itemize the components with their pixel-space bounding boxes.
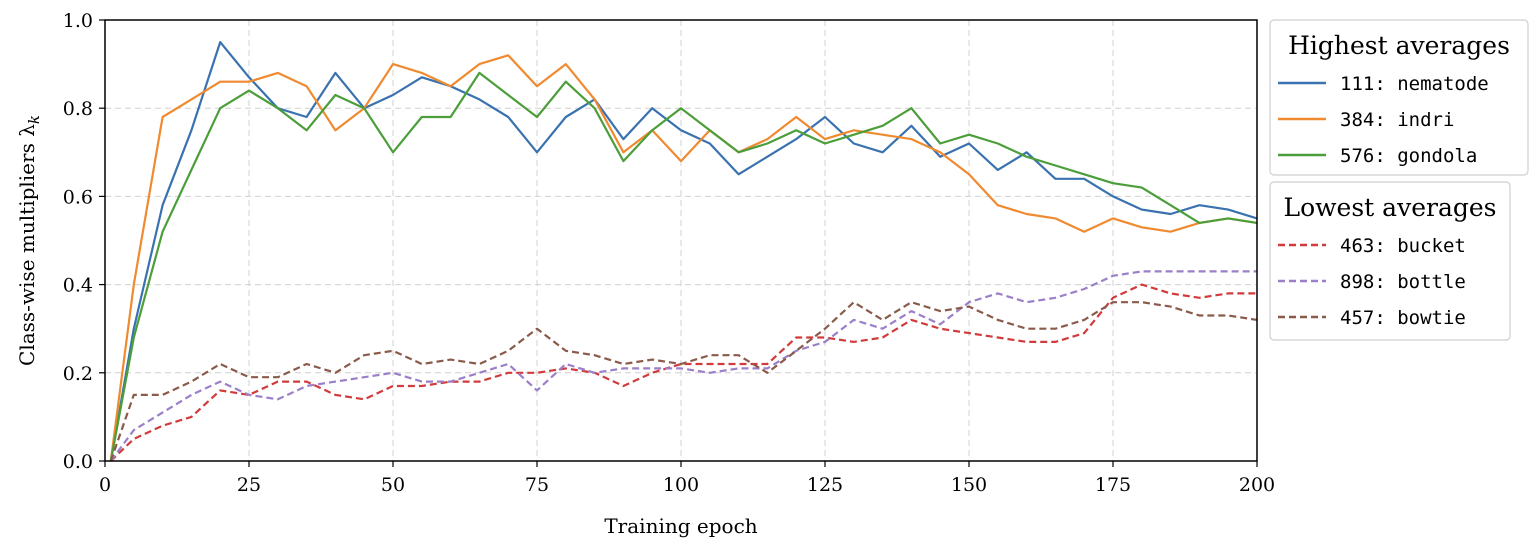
x-tick-label: 75 <box>525 474 549 496</box>
legend-label: 457: bowtie <box>1340 307 1466 329</box>
legend-label: 463: bucket <box>1340 235 1466 257</box>
x-tick-label: 175 <box>1095 474 1131 496</box>
series-line-5 <box>109 301 1258 462</box>
y-tick-label: 0.0 <box>63 451 93 473</box>
legends: Highest averages 111: nematode 384: indri 5… <box>1269 19 1529 341</box>
legend-box <box>1269 19 1529 176</box>
x-tick-label: 125 <box>807 474 843 496</box>
x-tick-label: 0 <box>99 474 111 496</box>
y-tick-label: 0.6 <box>63 186 93 208</box>
series-line-0 <box>109 40 1258 462</box>
y-tick-label: 1.0 <box>63 10 93 32</box>
x-tick-label: 150 <box>951 474 987 496</box>
series-lines <box>109 40 1258 462</box>
legend-title: Highest averages <box>1288 31 1510 60</box>
legend-box <box>1269 181 1511 341</box>
y-tick-label: 0.2 <box>63 363 93 385</box>
series-line-3 <box>110 283 1257 462</box>
y-tick-label: 0.4 <box>63 275 93 297</box>
legend-label: 384: indri <box>1340 109 1454 131</box>
legend-label: 111: nematode <box>1340 73 1489 95</box>
series-line-4 <box>109 270 1257 462</box>
series-line-1 <box>109 54 1258 462</box>
legend-title: Lowest averages <box>1284 193 1497 222</box>
y-tick-label: 0.8 <box>63 98 93 120</box>
x-axis-label: Training epoch <box>604 514 757 538</box>
y-axis-ticks: 0.0 0.2 0.4 0.6 0.8 1.0 <box>63 10 105 473</box>
x-tick-label: 200 <box>1239 474 1275 496</box>
x-tick-label: 50 <box>381 474 405 496</box>
legend-label: 898: bottle <box>1340 271 1466 293</box>
series-line-2 <box>109 71 1258 462</box>
x-tick-label: 25 <box>237 474 261 496</box>
y-axis-label: Class-wise multipliers λk <box>15 115 43 366</box>
x-axis-ticks: 0 25 50 75 100 125 150 175 200 <box>99 461 1275 496</box>
legend-label: 576: gondola <box>1340 145 1477 167</box>
gridlines <box>104 19 1258 462</box>
x-tick-label: 100 <box>663 474 699 496</box>
